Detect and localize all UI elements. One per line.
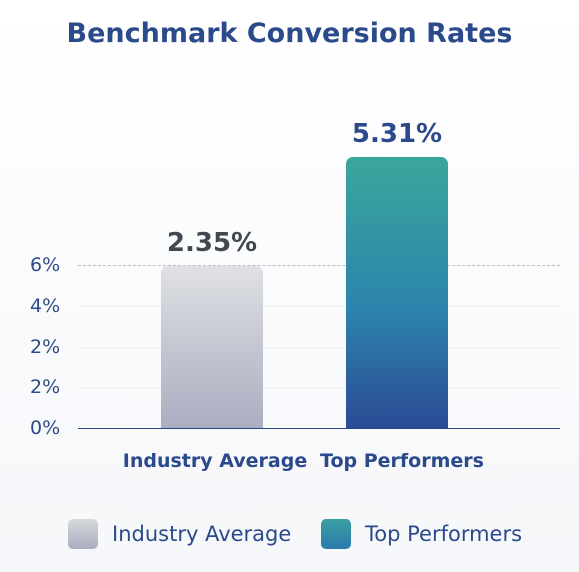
gridline-2 [78, 346, 560, 348]
x-tick-label-0: Industry Average [122, 450, 308, 472]
legend-item-top-performers[interactable]: Top Performers [321, 518, 522, 550]
legend-swatch-top-performers [321, 519, 351, 549]
data-label-1: 5.31% [351, 118, 443, 149]
chart-title: Benchmark Conversion Rates [66, 18, 513, 49]
gridline-4 [78, 265, 560, 267]
y-tick-label-4: 6% [30, 254, 61, 277]
y-tick-label-1: 2% [30, 376, 61, 399]
legend-item-industry-average[interactable]: Industry Average [68, 518, 291, 550]
y-tick-label-3: 4% [30, 294, 61, 317]
x-tick-label-1: Top Performers [320, 450, 484, 472]
gridline-3 [78, 305, 560, 307]
legend-swatch-industry-average [68, 519, 98, 549]
legend-label-top-performers: Top Performers [365, 522, 523, 546]
y-tick-label-0: 0% [30, 417, 61, 439]
gridline-0 [78, 428, 560, 429]
bar-industry-average[interactable] [161, 266, 263, 428]
gridline-1 [78, 387, 560, 389]
bar-top-performers[interactable] [346, 156, 448, 428]
legend: Industry Average Top Performers [0, 518, 579, 550]
data-label-0: 2.35% [166, 228, 258, 259]
legend-label-industry-average: Industry Average [112, 522, 292, 546]
y-tick-label-2: 2% [30, 335, 61, 358]
